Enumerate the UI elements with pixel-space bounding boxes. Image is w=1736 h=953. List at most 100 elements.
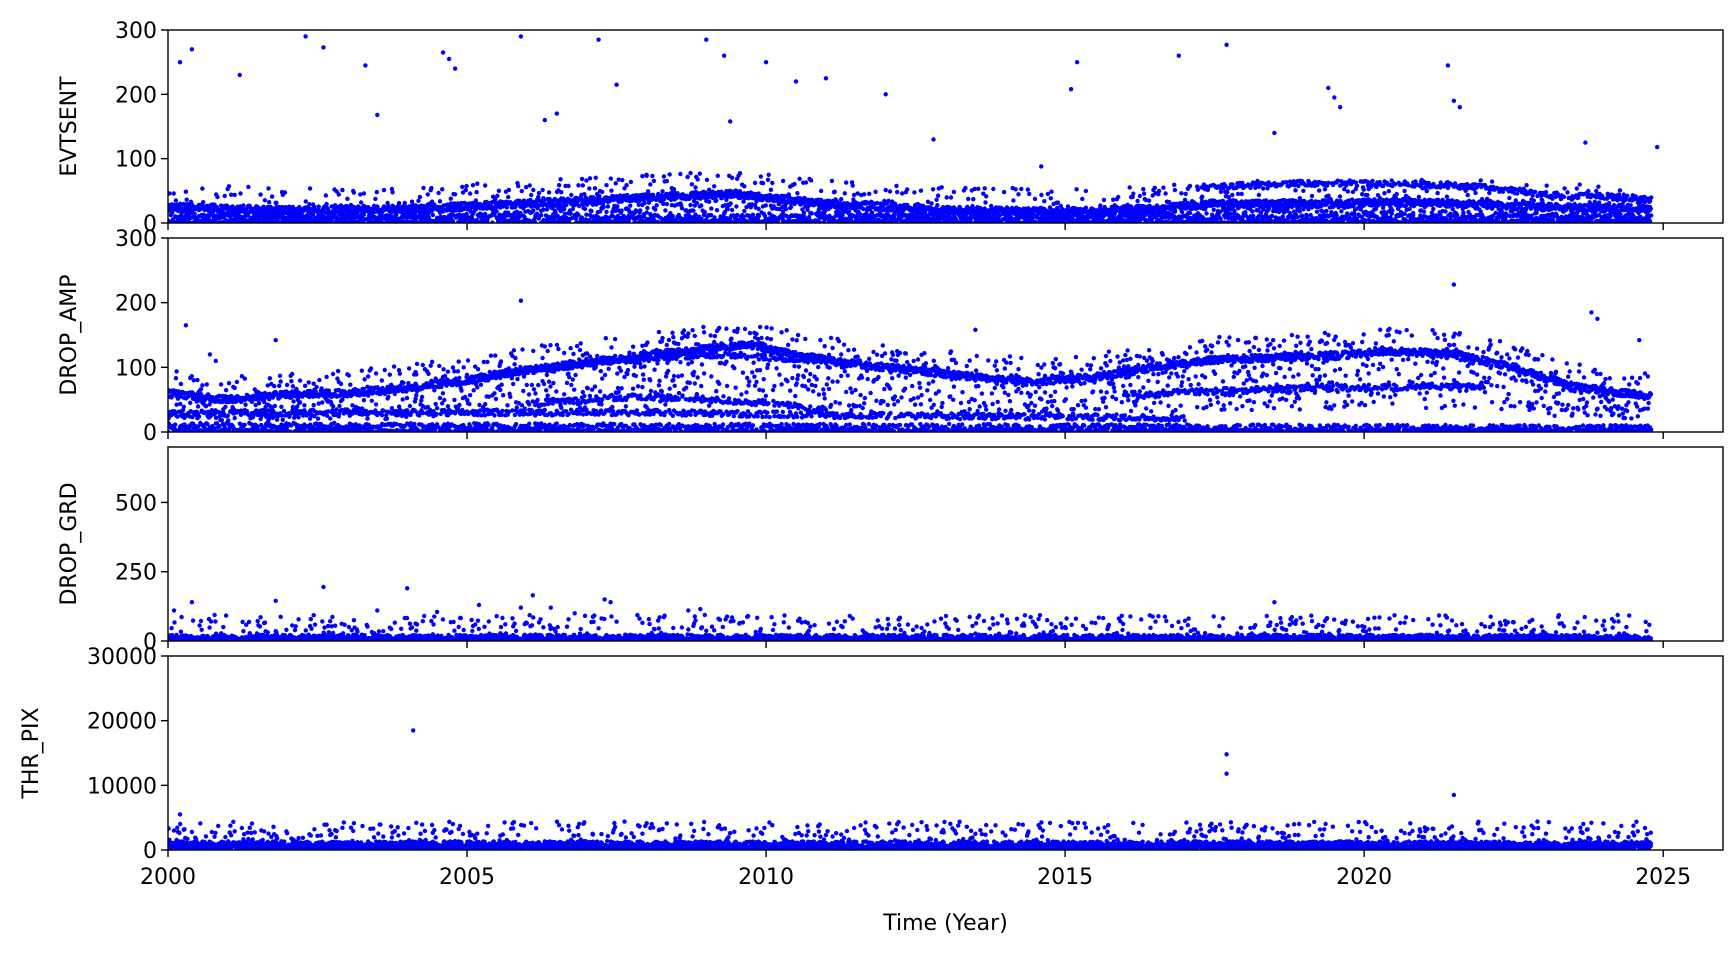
data-point [638, 208, 642, 212]
data-point [1219, 190, 1223, 194]
data-point [1355, 184, 1359, 188]
data-point [770, 181, 774, 185]
data-point [464, 188, 468, 192]
data-point [742, 184, 746, 188]
data-point [562, 207, 566, 211]
data-point [540, 188, 544, 192]
data-point [172, 191, 176, 195]
data-point [587, 186, 591, 190]
data-point [471, 183, 475, 187]
data-point [662, 174, 666, 178]
data-point [609, 189, 613, 193]
data-point [640, 174, 644, 178]
data-point [699, 203, 703, 207]
data-point [1173, 210, 1177, 214]
data-point [429, 186, 433, 190]
data-point [460, 185, 464, 189]
data-point [241, 203, 245, 207]
data-point [665, 179, 669, 183]
data-point [246, 185, 250, 189]
data-point [201, 200, 205, 204]
data-point [642, 201, 646, 205]
data-point [1323, 187, 1327, 191]
data-point [685, 175, 689, 179]
data-point [810, 211, 814, 215]
data-point [604, 210, 608, 214]
data-point [1074, 187, 1078, 191]
data-point [1212, 208, 1216, 212]
data-point [528, 183, 532, 187]
data-point [729, 201, 733, 205]
data-point [568, 212, 572, 216]
data-point [474, 198, 478, 202]
data-point [223, 194, 227, 198]
data-point [308, 186, 312, 190]
data-point [888, 189, 892, 193]
data-point [215, 195, 219, 199]
data-point [545, 207, 549, 211]
data-point [1042, 199, 1046, 203]
data-point [1002, 190, 1006, 194]
data-point [373, 197, 377, 201]
data-point [983, 200, 987, 204]
data-point [1346, 189, 1350, 193]
data-point [1188, 211, 1192, 215]
data-point [390, 190, 394, 194]
data-point [606, 204, 610, 208]
data-point [1417, 195, 1421, 199]
data-point [464, 184, 468, 188]
data-point [1026, 187, 1030, 191]
data-point [862, 192, 866, 196]
data-point [267, 200, 271, 204]
data-point [1205, 188, 1209, 192]
data-point [936, 194, 940, 198]
data-point [839, 197, 843, 201]
data-point [1128, 185, 1132, 189]
data-point [440, 187, 444, 191]
data-point [304, 199, 308, 203]
data-point [695, 201, 699, 205]
data-point [629, 180, 633, 184]
data-point [270, 194, 274, 198]
data-point [705, 178, 709, 182]
data-point [1324, 209, 1328, 213]
data-point [991, 187, 995, 191]
data-point [185, 198, 189, 202]
data-point [438, 199, 442, 203]
data-point [851, 183, 855, 187]
data-point [531, 188, 535, 192]
data-point [1131, 192, 1135, 196]
data-point [730, 176, 734, 180]
data-point [1184, 192, 1188, 196]
data-point [1084, 189, 1088, 193]
data-point [691, 208, 695, 212]
data-point [919, 189, 923, 193]
data-point [624, 183, 628, 187]
data-point [620, 178, 624, 182]
data-point [966, 197, 970, 201]
data-point [696, 177, 700, 181]
data-point [797, 177, 801, 181]
data-point [426, 192, 430, 196]
data-point [436, 191, 440, 195]
data-point [1649, 206, 1653, 210]
data-point [1629, 203, 1633, 207]
data-point [547, 190, 551, 194]
data-point [238, 191, 242, 195]
data-point [266, 186, 270, 190]
data-point [1453, 181, 1457, 185]
data-point [317, 204, 321, 208]
data-point [655, 203, 659, 207]
data-point [1180, 210, 1184, 214]
data-point [594, 176, 598, 180]
data-point [983, 186, 987, 190]
data-point [558, 177, 562, 181]
data-point [537, 191, 541, 195]
data-point [1392, 181, 1396, 185]
data-point [963, 186, 967, 190]
data-point [1293, 188, 1297, 192]
data-point [495, 194, 499, 198]
data-point [421, 186, 425, 190]
data-point [345, 197, 349, 201]
data-point [609, 176, 613, 180]
